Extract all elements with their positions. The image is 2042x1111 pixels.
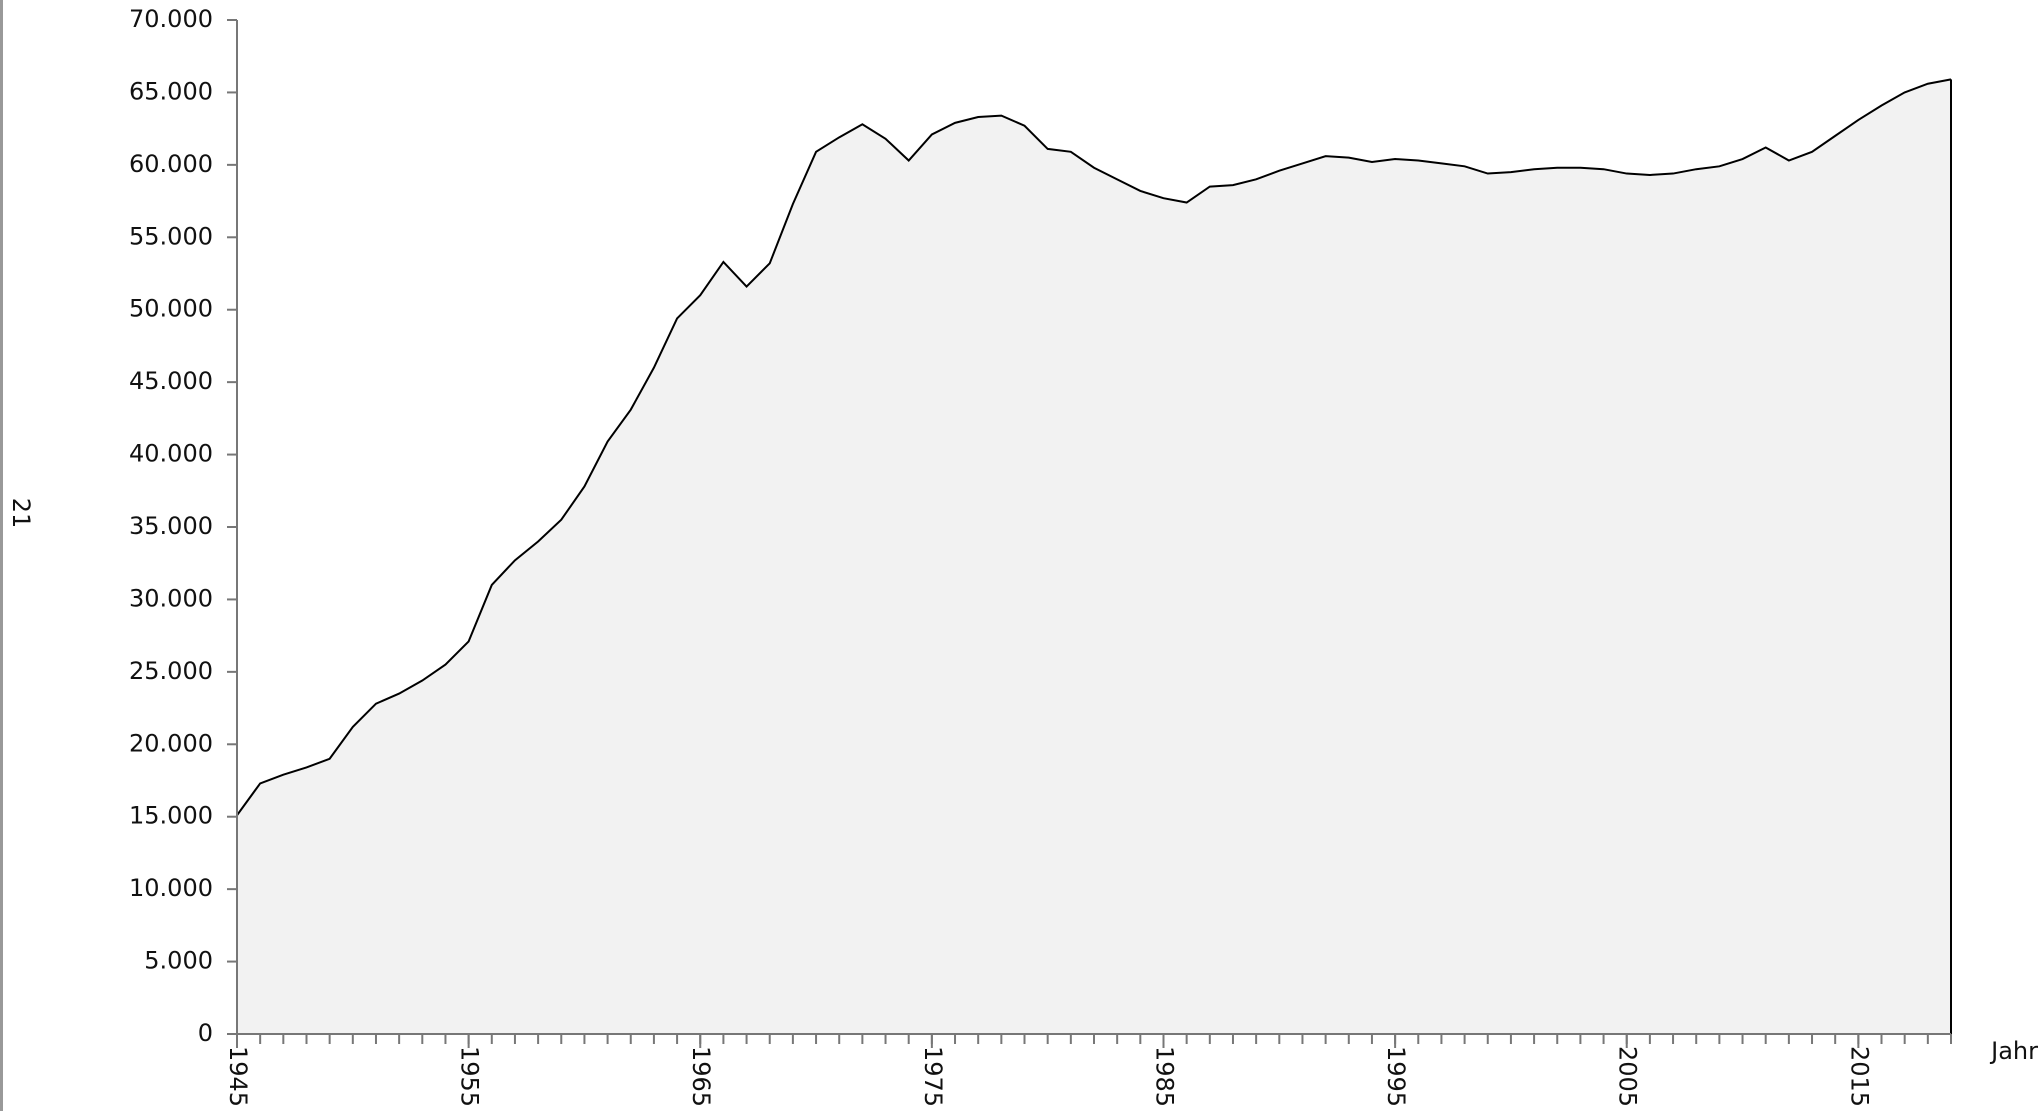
y-tick-label: 15.000 <box>129 802 213 830</box>
y-tick-label: 55.000 <box>129 222 213 250</box>
y-tick-label: 60.000 <box>129 150 213 178</box>
y-tick-label: 25.000 <box>129 657 213 685</box>
y-tick-label: 20.000 <box>129 729 213 757</box>
x-tick-label: 1965 <box>687 1046 715 1107</box>
y-tick-label: 10.000 <box>129 874 213 902</box>
x-tick-label: 1955 <box>456 1046 484 1107</box>
y-tick-label: 70.000 <box>129 5 213 33</box>
y-tick-label: 45.000 <box>129 367 213 395</box>
x-tick-label: 2005 <box>1614 1046 1642 1107</box>
area-fill <box>237 79 1951 1035</box>
y-tick-label: 65.000 <box>129 77 213 105</box>
y-tick-label: 5.000 <box>144 947 213 975</box>
y-tick-label: 30.000 <box>129 584 213 612</box>
y-tick-label: 35.000 <box>129 512 213 540</box>
x-tick-label: 1975 <box>919 1046 947 1107</box>
x-tick-label: 1945 <box>224 1046 252 1107</box>
x-tick-label: 1995 <box>1382 1046 1410 1107</box>
page-number: 21 <box>7 498 35 529</box>
y-tick-label: 40.000 <box>129 440 213 468</box>
x-tick-label: 2015 <box>1845 1046 1873 1107</box>
x-axis-label: Jahr <box>1989 1037 2038 1065</box>
area-line <box>236 78 1952 816</box>
x-tick-label: 1985 <box>1150 1046 1178 1107</box>
y-tick-label: 50.000 <box>129 295 213 323</box>
y-tick-label: 0 <box>198 1019 213 1047</box>
